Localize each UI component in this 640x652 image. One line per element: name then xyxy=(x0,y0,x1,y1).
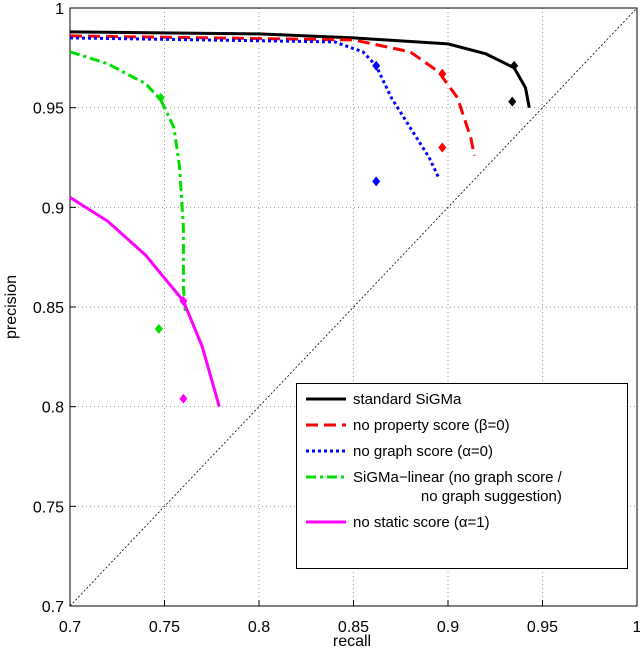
series-line xyxy=(69,30,531,108)
legend-label: no static score (α=1) xyxy=(353,514,490,531)
y-tick-label: 0.95 xyxy=(33,101,64,118)
y-axis-label: precision xyxy=(3,275,20,339)
y-tick-label: 0.8 xyxy=(42,400,64,417)
x-tick-label: 0.7 xyxy=(59,619,81,636)
series-line xyxy=(69,34,476,156)
marker xyxy=(438,142,447,153)
marker xyxy=(372,60,381,71)
legend: standard SiGMa no property score (β=0) no … xyxy=(296,383,628,569)
series-line xyxy=(69,36,440,179)
marker xyxy=(179,296,188,307)
marker xyxy=(372,176,381,187)
series-line xyxy=(69,196,221,408)
y-tick-label: 0.75 xyxy=(33,499,64,516)
marker xyxy=(179,393,188,404)
legend-swatch xyxy=(306,397,346,401)
y-tick-label: 1 xyxy=(55,1,64,18)
x-tick-label: 0.9 xyxy=(437,619,459,636)
marker xyxy=(508,96,517,107)
legend-label: SiGMa−linear (no graph score / no graph … xyxy=(353,469,562,505)
legend-label: standard SiGMa xyxy=(353,391,462,408)
x-tick-label: 1 xyxy=(633,619,640,636)
y-tick-label: 0.9 xyxy=(42,200,64,217)
x-tick-label: 0.75 xyxy=(149,619,180,636)
legend-entry: no graph score (α=0) xyxy=(305,442,619,461)
legend-swatch xyxy=(306,449,346,453)
x-tick-label: 0.85 xyxy=(338,619,369,636)
legend-entry: standard SiGMa xyxy=(305,390,619,409)
marker xyxy=(438,68,447,79)
legend-label: no graph score (α=0) xyxy=(353,443,493,460)
legend-entry: no static score (α=1) xyxy=(305,513,619,532)
legend-swatch xyxy=(306,423,346,427)
legend-swatch xyxy=(306,475,346,479)
legend-label: no property score (β=0) xyxy=(353,417,510,434)
axes-box xyxy=(69,7,638,607)
y-tick-label: 0.85 xyxy=(33,300,64,317)
x-tick-label: 0.8 xyxy=(248,619,270,636)
x-axis-label: recall xyxy=(333,633,371,650)
legend-swatch xyxy=(306,520,346,524)
marker xyxy=(156,92,165,103)
y-tick-label: 0.7 xyxy=(42,599,64,616)
legend-entry: SiGMa−linear (no graph score / no graph … xyxy=(305,468,619,506)
x-tick-label: 0.95 xyxy=(527,619,558,636)
marker xyxy=(154,323,163,334)
marker xyxy=(510,60,519,71)
legend-entry: no property score (β=0) xyxy=(305,416,619,435)
series-line xyxy=(69,50,187,312)
diagonal xyxy=(69,7,638,607)
